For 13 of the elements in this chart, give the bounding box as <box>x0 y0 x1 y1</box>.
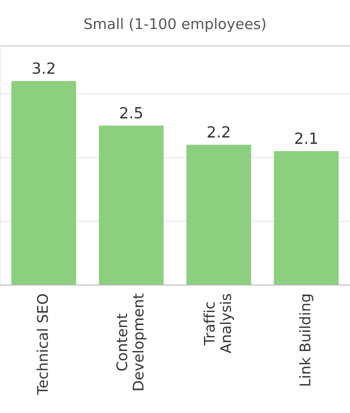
chart-title: Small (1-100 employees) <box>84 18 266 32</box>
data-label: 2.2 <box>208 126 230 138</box>
data-label: 2.1 <box>295 132 317 144</box>
x-tick-label: Link Building <box>299 294 314 386</box>
bar <box>11 81 76 285</box>
x-tick-label: Traffic Analysis <box>204 294 234 354</box>
data-label: 3.2 <box>32 62 54 74</box>
bar <box>98 126 164 285</box>
data-label: 2.5 <box>120 106 142 119</box>
bar <box>186 144 252 285</box>
x-tick-label: Content Development <box>116 294 146 390</box>
x-tick-label: Technical SEO <box>36 294 48 395</box>
bar <box>274 151 339 285</box>
